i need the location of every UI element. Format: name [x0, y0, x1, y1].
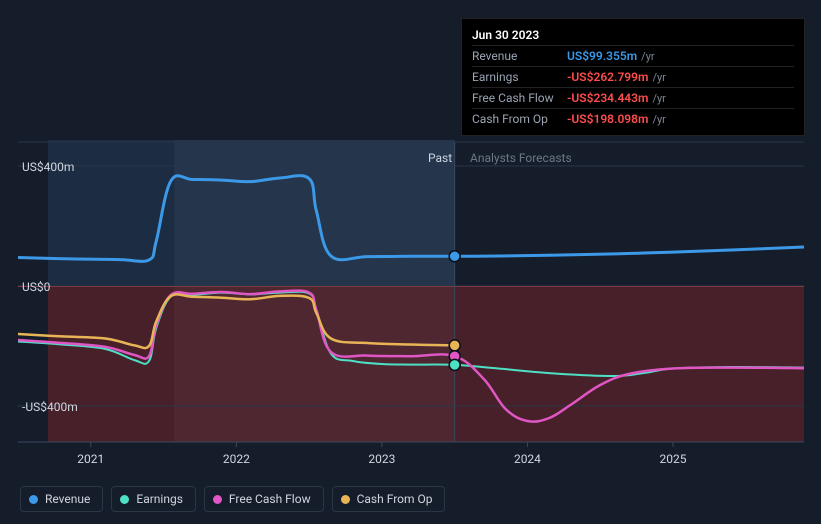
x-axis-label: 2025 [660, 452, 687, 466]
tooltip-unit: /yr [652, 92, 665, 105]
x-axis-label: 2023 [368, 452, 395, 466]
legend-dot-icon [341, 495, 350, 504]
x-axis-label: 2024 [514, 452, 541, 466]
tooltip-label: Cash From Op [472, 112, 567, 126]
tooltip-unit: /yr [641, 50, 654, 63]
legend-item-revenue[interactable]: Revenue [20, 486, 103, 512]
tooltip-date: Jun 30 2023 [472, 25, 794, 45]
legend-label: Revenue [45, 492, 90, 506]
legend-dot-icon [120, 495, 129, 504]
tooltip-row: RevenueUS$99.355m/yr [472, 45, 794, 66]
tooltip-row: Cash From Op-US$198.098m/yr [472, 108, 794, 129]
y-axis-label: US$0 [22, 280, 50, 294]
tooltip-unit: /yr [652, 71, 665, 84]
tooltip-label: Free Cash Flow [472, 91, 567, 105]
legend-label: Earnings [136, 492, 183, 506]
chart-legend: Revenue Earnings Free Cash Flow Cash From O… [20, 486, 445, 512]
legend-dot-icon [213, 495, 222, 504]
x-axis-label: 2022 [223, 452, 250, 466]
legend-label: Free Cash Flow [229, 492, 311, 506]
legend-item-cfo[interactable]: Cash From Op [332, 486, 446, 512]
chart-tooltip: Jun 30 2023 RevenueUS$99.355m/yrEarnings… [461, 18, 805, 136]
tooltip-value: US$99.355m [567, 49, 637, 63]
tooltip-row: Free Cash Flow-US$234.443m/yr [472, 87, 794, 108]
y-axis-label: US$400m [22, 160, 74, 174]
x-axis-label: 2021 [77, 452, 104, 466]
legend-dot-icon [29, 495, 38, 504]
tooltip-label: Revenue [472, 49, 567, 63]
tooltip-unit: /yr [652, 113, 665, 126]
y-axis-label: -US$400m [22, 400, 78, 414]
tooltip-row: Earnings-US$262.799m/yr [472, 66, 794, 87]
tooltip-label: Earnings [472, 70, 567, 84]
tooltip-value: -US$198.098m [567, 112, 648, 126]
legend-label: Cash From Op [357, 492, 433, 506]
legend-item-earnings[interactable]: Earnings [111, 486, 196, 512]
tooltip-value: -US$234.443m [567, 91, 648, 105]
label-past: Past [428, 151, 452, 165]
legend-item-fcf[interactable]: Free Cash Flow [204, 486, 324, 512]
tooltip-value: -US$262.799m [567, 70, 648, 84]
label-analysts-forecasts: Analysts Forecasts [470, 151, 572, 165]
